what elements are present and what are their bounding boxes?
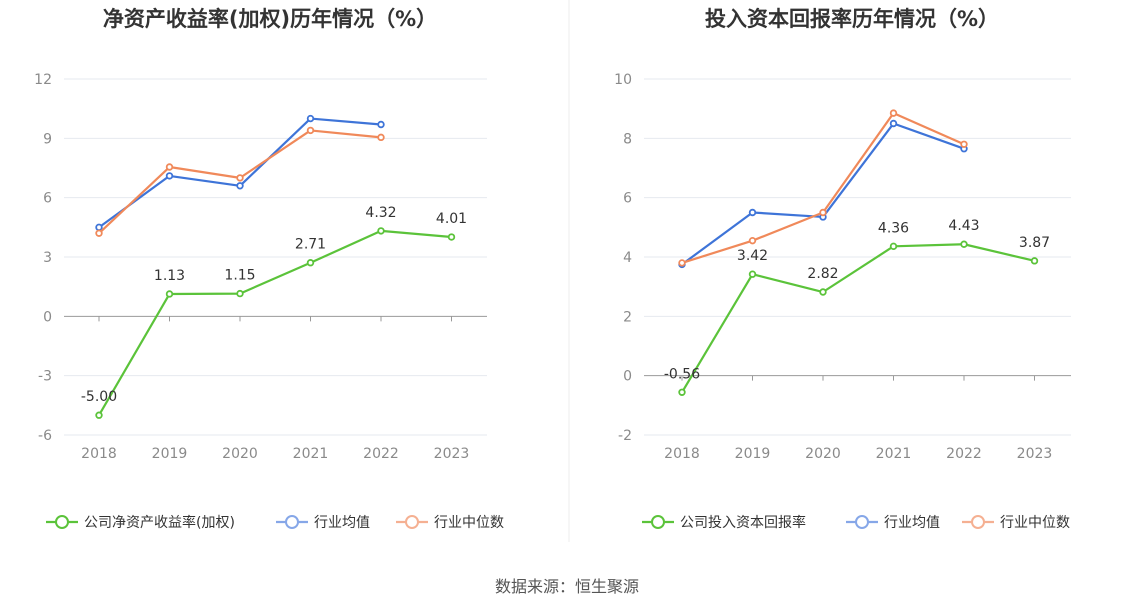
roe-point-company[interactable]	[306, 259, 315, 267]
roic-legend-item-avg[interactable]: 行业均值	[846, 515, 940, 531]
legend-circle-icon	[405, 515, 419, 529]
roe-point-median[interactable]	[95, 229, 103, 237]
roe-series-line-company	[98, 229, 452, 416]
roe-legend-label: 行业均值	[314, 515, 370, 531]
roic-data-label: -0.56	[664, 366, 700, 382]
roe-legend-item-median[interactable]: 行业中位数	[396, 515, 504, 531]
legend-circle-icon	[971, 515, 985, 529]
roic-point-company[interactable]	[889, 242, 898, 251]
roe-x-tick-label: 2020	[222, 446, 258, 462]
roe-data-label: 1.15	[224, 268, 255, 284]
roic-series-line-median	[681, 112, 965, 264]
roe-point-company[interactable]	[236, 289, 244, 298]
roic-data-label: 2.82	[807, 266, 838, 282]
roic-y-tick-label: -2	[618, 428, 632, 444]
legend-circle-icon	[651, 515, 665, 529]
roe-data-label: -5.00	[81, 389, 117, 405]
roic-x-tick-label: 2023	[1017, 446, 1053, 462]
roic-data-label: 3.87	[1019, 235, 1050, 251]
roic-legend-item-median[interactable]: 行业中位数	[962, 515, 1070, 531]
roic-point-median[interactable]	[889, 109, 898, 117]
roe-point-median[interactable]	[377, 133, 385, 142]
roic-point-company[interactable]	[1030, 257, 1039, 265]
roic-point-avg[interactable]	[748, 208, 757, 217]
roe-chart: 净资产收益率(加权)历年情况（%） -6 -3 0 3 6 9 12 2018 2019 2020…	[34, 7, 504, 531]
roic-x-tick-label: 2021	[876, 446, 912, 462]
roe-y-tick-label: 12	[34, 72, 52, 88]
roic-point-median[interactable]	[960, 140, 968, 148]
roe-point-company[interactable]	[165, 290, 174, 298]
roe-point-avg[interactable]	[236, 182, 244, 190]
roe-point-avg[interactable]	[165, 172, 174, 180]
legend-circle-icon	[285, 515, 299, 529]
roic-y-tick-label: 6	[623, 191, 632, 207]
roe-data-label: 4.01	[436, 211, 467, 227]
roe-point-median[interactable]	[165, 163, 174, 171]
roe-point-median[interactable]	[236, 174, 244, 182]
roe-data-label: 2.71	[295, 237, 326, 253]
roe-point-company[interactable]	[377, 227, 385, 235]
roe-y-tick-label: 3	[43, 250, 52, 266]
roe-legend-label: 公司净资产收益率(加权)	[84, 514, 235, 531]
roic-legend-item-company[interactable]: 公司投入资本回报率	[642, 514, 806, 531]
roic-y-tick-label: 2	[623, 309, 632, 325]
roic-data-label: 4.36	[878, 220, 909, 236]
roe-chart-title: 净资产收益率(加权)历年情况（%）	[103, 7, 437, 31]
roic-y-tick-label: 4	[623, 250, 632, 266]
roe-point-avg[interactable]	[306, 114, 315, 123]
roic-legend-label: 公司投入资本回报率	[680, 514, 806, 531]
roe-data-label: 1.13	[154, 268, 185, 284]
roic-data-label: 3.42	[737, 248, 768, 264]
roe-point-median[interactable]	[306, 126, 315, 135]
roe-y-tick-label: 9	[43, 131, 52, 147]
roe-point-company[interactable]	[447, 233, 456, 241]
roe-legend-item-company[interactable]: 公司净资产收益率(加权)	[46, 514, 235, 531]
roic-x-tick-label: 2022	[946, 446, 982, 462]
data-source-note: 数据来源：恒生聚源	[495, 577, 639, 596]
roe-y-tick-label: 6	[43, 191, 52, 207]
roe-legend-label: 行业中位数	[434, 515, 504, 531]
roic-point-median[interactable]	[819, 208, 827, 217]
roe-point-avg[interactable]	[95, 223, 103, 232]
roic-point-median[interactable]	[678, 259, 686, 267]
legend-circle-icon	[55, 515, 69, 529]
roic-y-tick-label: 0	[623, 369, 632, 385]
roic-chart-title: 投入资本回报率历年情况（%）	[705, 7, 999, 31]
roic-y-tick-label: 10	[614, 72, 632, 88]
roe-y-tick-label: -3	[38, 369, 52, 385]
roe-x-tick-label: 2022	[363, 446, 399, 462]
roe-x-tick-label: 2019	[152, 446, 188, 462]
roic-x-tick-label: 2018	[664, 446, 700, 462]
roic-point-avg[interactable]	[889, 119, 898, 128]
roe-legend-item-avg[interactable]: 行业均值	[276, 515, 370, 531]
roic-point-company[interactable]	[819, 288, 827, 296]
roic-x-tick-label: 2020	[805, 446, 841, 462]
roic-point-company[interactable]	[960, 240, 968, 248]
roic-chart: 投入资本回报率历年情况（%） -2 0 2 4 6 8 10 2018 2019 2020 2021…	[614, 7, 1071, 531]
roe-y-tick-label: -6	[38, 428, 52, 444]
roic-legend-label: 行业均值	[884, 515, 940, 531]
roe-point-avg[interactable]	[377, 120, 385, 129]
roe-x-tick-label: 2018	[81, 446, 117, 462]
roic-x-tick-label: 2019	[735, 446, 771, 462]
roe-point-company[interactable]	[95, 411, 103, 419]
roic-series-line-avg	[681, 122, 965, 266]
roe-series-line-avg	[98, 117, 382, 229]
roic-legend-label: 行业中位数	[1000, 515, 1070, 531]
legend-circle-icon	[855, 515, 869, 529]
roic-point-company[interactable]	[678, 388, 686, 396]
roic-point-median[interactable]	[748, 236, 757, 245]
roe-data-label: 4.32	[365, 205, 396, 221]
roe-y-tick-label: 0	[43, 309, 52, 325]
roe-x-tick-label: 2023	[434, 446, 470, 462]
roic-series-line-company	[681, 243, 1035, 393]
roic-y-tick-label: 8	[623, 131, 632, 147]
roic-data-label: 4.43	[948, 218, 979, 234]
roe-series-line-median	[98, 129, 382, 235]
roic-point-company[interactable]	[748, 270, 757, 278]
roe-x-tick-label: 2021	[293, 446, 329, 462]
